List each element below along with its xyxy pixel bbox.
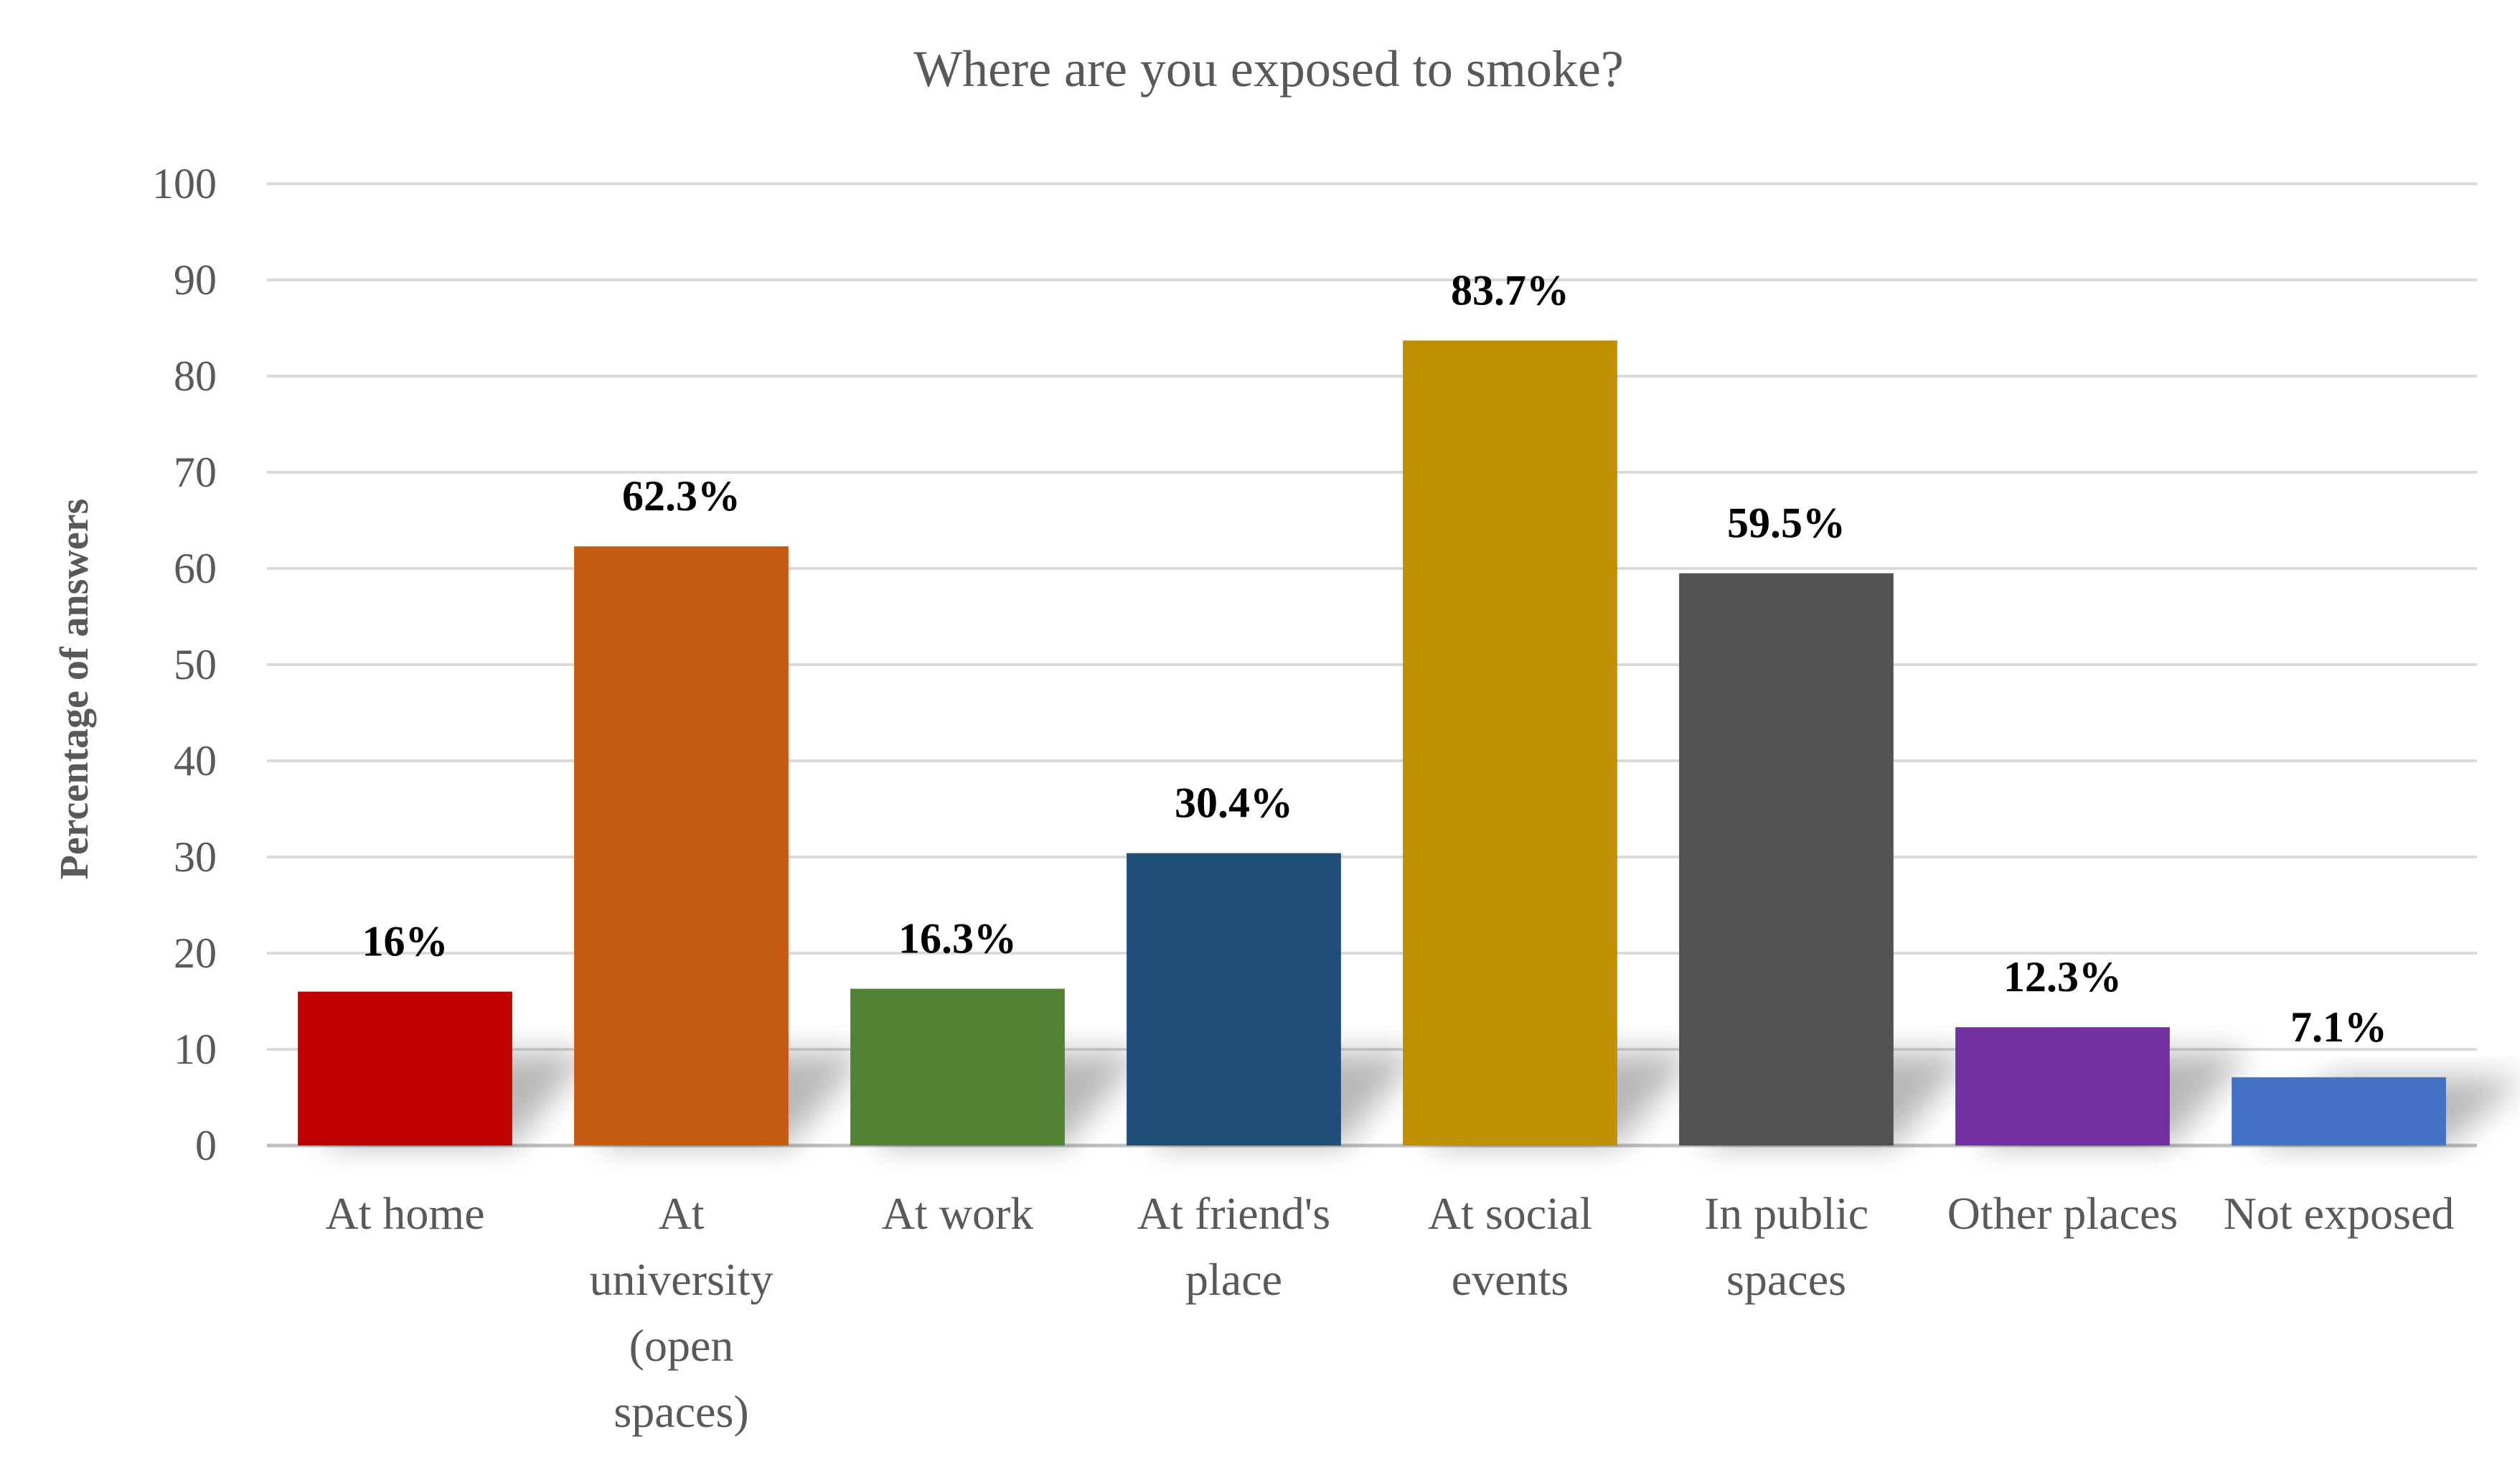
y-tick-label: 70 — [174, 449, 217, 496]
y-tick-label: 20 — [174, 929, 217, 977]
data-label: 12.3% — [2003, 953, 2122, 1001]
bars — [298, 340, 2446, 1146]
data-labels: 16% 62.3% 16.3% 30.4% 83.7% 59.5% 12.3% 7.1% — [362, 266, 2388, 1050]
x-tick-label: At work — [882, 1188, 1034, 1239]
bar — [1127, 853, 1341, 1146]
x-tick-label: At friend's place — [1137, 1188, 1330, 1305]
bar — [1955, 1027, 2170, 1146]
y-tick-label: 100 — [152, 160, 217, 207]
x-tick-label: In public spaces — [1704, 1188, 1868, 1305]
data-label: 62.3% — [622, 472, 741, 520]
y-tick-label: 60 — [174, 545, 217, 592]
bar — [850, 988, 1065, 1146]
data-label: 30.4% — [1175, 779, 1293, 827]
x-tick-label: At university (open spaces) — [590, 1188, 774, 1437]
y-tick-label: 30 — [174, 833, 217, 881]
bar — [2232, 1077, 2446, 1146]
data-label: 83.7% — [1451, 266, 1569, 314]
x-tick-label: Other places — [1947, 1188, 2178, 1239]
y-tick-label: 80 — [174, 352, 217, 400]
bar — [298, 991, 512, 1146]
data-label: 16.3% — [898, 915, 1017, 963]
data-label: 7.1% — [2290, 1003, 2387, 1051]
bar — [574, 546, 789, 1146]
x-tick-labels: At home At university (open spaces) At work At… — [325, 1188, 2454, 1437]
y-tick-label: 10 — [174, 1026, 217, 1073]
bar — [1403, 340, 1617, 1146]
y-tick-label: 40 — [174, 737, 217, 785]
y-tick-label: 50 — [174, 641, 217, 688]
x-tick-label: At home — [325, 1188, 484, 1239]
x-tick-label: At social events — [1428, 1188, 1592, 1305]
bar — [1679, 573, 1894, 1146]
y-tick-labels: 0 10 20 30 40 50 60 70 80 90 100 — [152, 160, 217, 1169]
y-axis-label: Percentage of answers — [52, 499, 97, 880]
y-tick-label: 90 — [174, 256, 217, 304]
x-tick-label: Not exposed — [2224, 1188, 2455, 1239]
y-tick-label: 0 — [195, 1122, 217, 1169]
chart-title: Where are you exposed to smoke? — [913, 40, 1624, 98]
data-label: 16% — [362, 918, 448, 965]
data-label: 59.5% — [1727, 500, 1846, 547]
